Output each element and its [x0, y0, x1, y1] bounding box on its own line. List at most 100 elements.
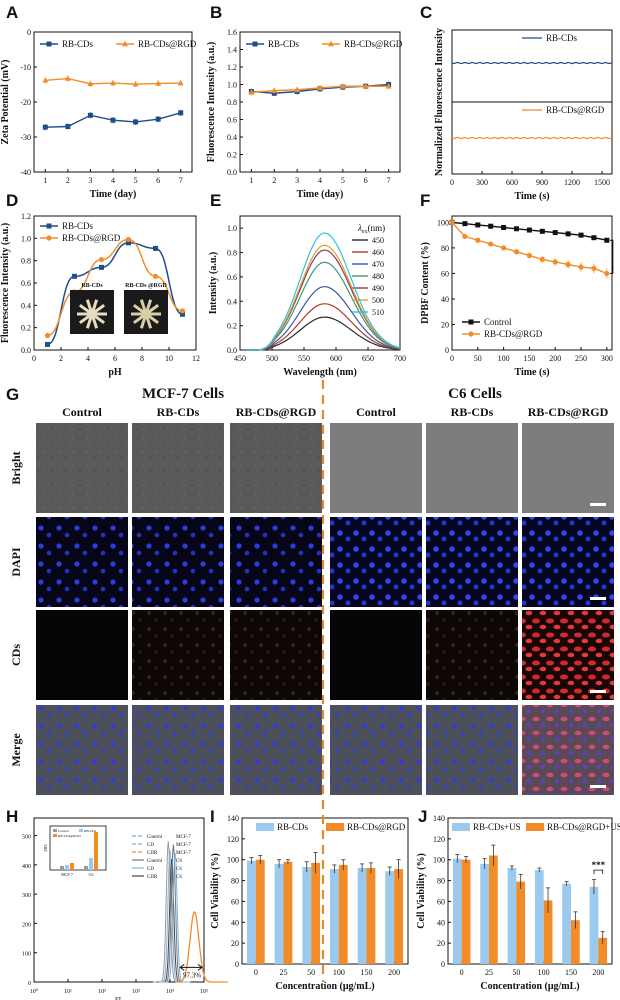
data-point [155, 116, 161, 122]
y-tick-label: 1.4 [227, 46, 237, 55]
data-point [604, 237, 610, 243]
data-point [578, 264, 584, 270]
x-tick-label: 5 [341, 176, 345, 185]
plot-frame [447, 817, 613, 965]
legend-swatch [452, 823, 470, 831]
bar-RB-CDs [385, 871, 395, 964]
x-tick-label: 600 [330, 354, 342, 363]
legend-title: λex(nm) [357, 223, 385, 235]
bar-RB-CDs+US [562, 883, 571, 964]
micrograph-merge-0 [36, 705, 128, 795]
micrograph-merge-2 [230, 705, 322, 795]
x-axis-label: Concentration (μg/mL) [275, 981, 374, 992]
panel-label-f: F [420, 191, 430, 210]
significance-mark: *** [592, 860, 606, 870]
data-point [110, 79, 116, 86]
gate-arrow-left [179, 963, 185, 971]
significance-mark: ** [616, 252, 620, 262]
y-tick-label: 0.4 [227, 297, 237, 306]
x-tick-label: 0 [460, 968, 464, 977]
micrograph-bright-4 [426, 423, 518, 513]
x-tick-label: 600 [506, 178, 518, 187]
x-tick-label: 10⁵ [200, 989, 208, 995]
inset-bar [65, 865, 69, 870]
micrograph-cds-2 [230, 610, 322, 700]
chart-photostability: 0 300 600 900 1200 1500 RB-CDs RB-CDs@RGD Time (… [434, 28, 613, 202]
micrograph-merge-4 [426, 705, 518, 795]
x-tick-label: 6 [156, 176, 160, 185]
x-tick-label: 25 [280, 968, 288, 977]
panel-label-j: J [418, 807, 427, 826]
plot-frame [241, 817, 409, 965]
x-tick-label: 150 [361, 968, 373, 977]
data-point [64, 75, 71, 81]
x-tick-label: 0 [450, 178, 454, 187]
legend-label: RB-CDs [546, 33, 578, 43]
y-tick-label: 1.0 [227, 224, 237, 233]
x-tick-label: 2 [272, 176, 276, 185]
legend-label: 480 [372, 272, 384, 281]
y-tick-label: 80 [437, 877, 445, 886]
bar-RB-CDs@RGD+US [461, 859, 471, 964]
data-point [271, 87, 278, 93]
legend-title-sub: ex [362, 229, 368, 235]
legend-cell: MCF-7 [176, 835, 191, 840]
inset-legend-swatch [53, 834, 57, 837]
y-tick-label: 0.8 [227, 249, 237, 258]
data-point [65, 124, 71, 129]
legend-marker [122, 40, 128, 47]
x-tick-label: 4 [318, 176, 322, 185]
chart-dpbf-content: 0 50 100 150 200 250 300 0 20 40 60 80 100 Control RB-… [420, 215, 620, 378]
y-tick-label: 1.2 [227, 63, 237, 72]
bar-RB-CDs@RGD [283, 861, 293, 964]
y-tick-label: 0 [445, 346, 449, 355]
series-trace-RB-CDs@RGD [451, 136, 613, 140]
micrograph-cds-4 [426, 610, 518, 700]
x-tick-label: 10³ [132, 989, 140, 995]
micrograph-bright-0 [36, 423, 128, 513]
y-tick-label: 20 [437, 939, 445, 948]
x-tick-label: 7 [179, 176, 183, 185]
y-tick-label: -40 [20, 168, 31, 177]
y-tick-label: -20 [20, 98, 31, 107]
data-point [99, 264, 104, 270]
legend-label: 490 [372, 284, 384, 293]
x-tick-label: 1500 [594, 178, 610, 187]
row-header: Bright [9, 451, 23, 484]
x-tick-label: 200 [388, 968, 400, 977]
data-point [177, 79, 184, 86]
y-tick-label: 140 [227, 814, 239, 823]
data-point [501, 224, 507, 230]
data-point [44, 332, 51, 339]
group-title-c6: C6 Cells [448, 386, 502, 402]
y-tick-label: 0.0 [227, 168, 237, 177]
legend-title-unit: (nm) [368, 223, 386, 233]
x-tick-label: 8 [140, 354, 144, 363]
data-point [317, 84, 323, 91]
micrograph-cds-1 [132, 610, 224, 700]
y-tick-label: 1.0 [227, 81, 237, 90]
bar-RB-CDs@RGD+US [516, 881, 526, 964]
bar-RB-CDs@RGD [255, 859, 265, 964]
series-curve-RB-CDs [47, 242, 183, 346]
bar-RB-CDs [246, 860, 256, 964]
y-tick-label: 100 [437, 218, 449, 227]
x-tick-label: 550 [298, 354, 310, 363]
micrograph-dapi-0 [36, 517, 128, 607]
spectrum-510 [246, 232, 401, 351]
x-tick-label: 10⁴ [166, 989, 174, 995]
y-axis-label: Normalized Fluorescence Intensity [434, 28, 445, 176]
micrograph-bright-5 [522, 423, 614, 513]
data-point [385, 83, 392, 89]
y-tick-label: 100 [22, 952, 31, 958]
legend-cell: MCF-7 [176, 851, 191, 856]
x-axis-label: Time (day) [90, 189, 137, 200]
data-point [539, 256, 545, 262]
bar-RB-CDs+US [589, 886, 599, 964]
data-point [488, 241, 494, 247]
x-tick-label: 1200 [564, 178, 580, 187]
y-tick-label: 60 [441, 269, 449, 278]
column-header: Control [356, 405, 396, 419]
bar-RB-CDs [274, 863, 284, 964]
row-header: CDs [9, 644, 23, 666]
